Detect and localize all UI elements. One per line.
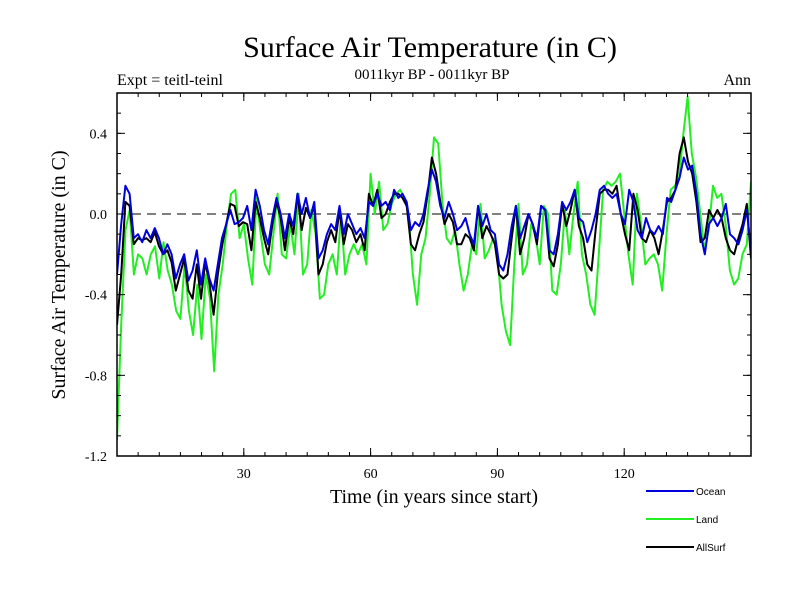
y-tick-label: -1.2 (85, 450, 107, 465)
chart-title: Surface Air Temperature (in C) (243, 31, 617, 64)
x-tick-label: 30 (237, 467, 251, 482)
y-tick-label: -0.4 (85, 289, 107, 304)
series-line-allsurf (117, 136, 751, 325)
y-tick-label: -0.8 (85, 369, 107, 384)
legend-label-ocean: Ocean (696, 487, 725, 498)
legend: Ocean Land AllSurf (646, 487, 726, 554)
y-tick-label: 0.4 (90, 127, 108, 142)
x-axis-label: Time (in years since start) (330, 486, 538, 508)
legend-label-allsurf: AllSurf (696, 543, 726, 554)
x-tick-label: 120 (614, 467, 635, 482)
series-line-land (117, 96, 751, 440)
season-label: Ann (723, 72, 751, 89)
legend-label-land: Land (696, 515, 718, 526)
chart-subtitle: 0011kyr BP - 0011kyr BP (354, 67, 509, 83)
y-tick-label: 0.0 (90, 208, 108, 223)
series-line-ocean (117, 156, 751, 292)
x-tick-label: 90 (490, 467, 504, 482)
y-axis-label: Surface Air Temperature (in C) (48, 150, 70, 399)
x-tick-label: 60 (364, 467, 378, 482)
experiment-label: Expt = teitl-teinl (117, 72, 223, 89)
